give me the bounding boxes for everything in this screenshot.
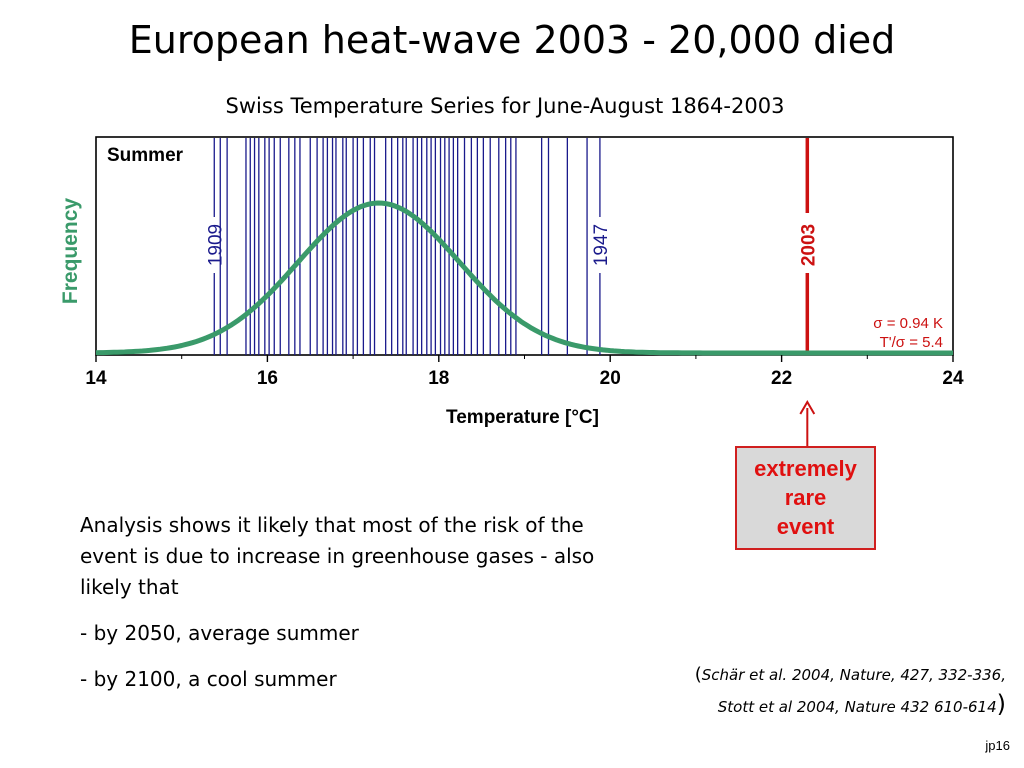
- analysis-bullet-2100: - by 2100, a cool summer: [80, 667, 337, 691]
- x-tick-label-24: 24: [942, 368, 964, 389]
- slide-title: European heat-wave 2003 - 20,000 died: [128, 18, 896, 62]
- panel-label: Summer: [107, 145, 184, 166]
- ratio-annotation: T'/σ = 5.4: [880, 334, 943, 351]
- x-tick-label-22: 22: [771, 368, 792, 389]
- citation-close-paren: ): [996, 690, 1006, 718]
- year-label-1947: 1947: [591, 224, 612, 266]
- distribution-curve: [95, 200, 953, 356]
- citation-open-paren: (: [694, 664, 702, 685]
- x-axis-label: Temperature [°C]: [446, 407, 599, 428]
- x-tick-label-18: 18: [428, 368, 449, 389]
- temperature-chart: 1909 1947 2003 Summer σ = 0.94 K T'/σ = 5.4 14…: [59, 136, 964, 447]
- slide-subtitle: Swiss Temperature Series for June-August…: [225, 94, 785, 118]
- page-tag: jp16: [985, 738, 1010, 753]
- year-label-1909: 1909: [205, 224, 226, 266]
- citation-line-2: Stott et al 2004, Nature 432 610-614: [717, 698, 997, 716]
- x-tick-label-16: 16: [257, 368, 278, 389]
- callout-arrow-head: [799, 400, 816, 415]
- analysis-bullet-2050: - by 2050, average summer: [80, 621, 359, 645]
- analysis-paragraph: Analysis shows it likely that most of th…: [80, 513, 595, 599]
- extreme-event-callout: extremely rare event: [735, 446, 876, 550]
- sigma-annotation: σ = 0.94 K: [873, 315, 943, 332]
- citation-line-1: Schär et al. 2004, Nature, 427, 332-336,: [701, 666, 1006, 684]
- callout-line-1: extremely: [754, 456, 857, 481]
- analysis-text: Analysis shows it likely that most of th…: [80, 510, 600, 695]
- callout-line-2: rare: [784, 485, 827, 510]
- x-tick-label-20: 20: [600, 368, 621, 389]
- callout-line-3: event: [776, 514, 835, 539]
- year-label-2003: 2003: [798, 224, 819, 266]
- x-tick-label-14: 14: [85, 368, 107, 389]
- citation: (Schär et al. 2004, Nature, 427, 332-336…: [586, 660, 1006, 722]
- y-axis-label: Frequency: [59, 198, 82, 305]
